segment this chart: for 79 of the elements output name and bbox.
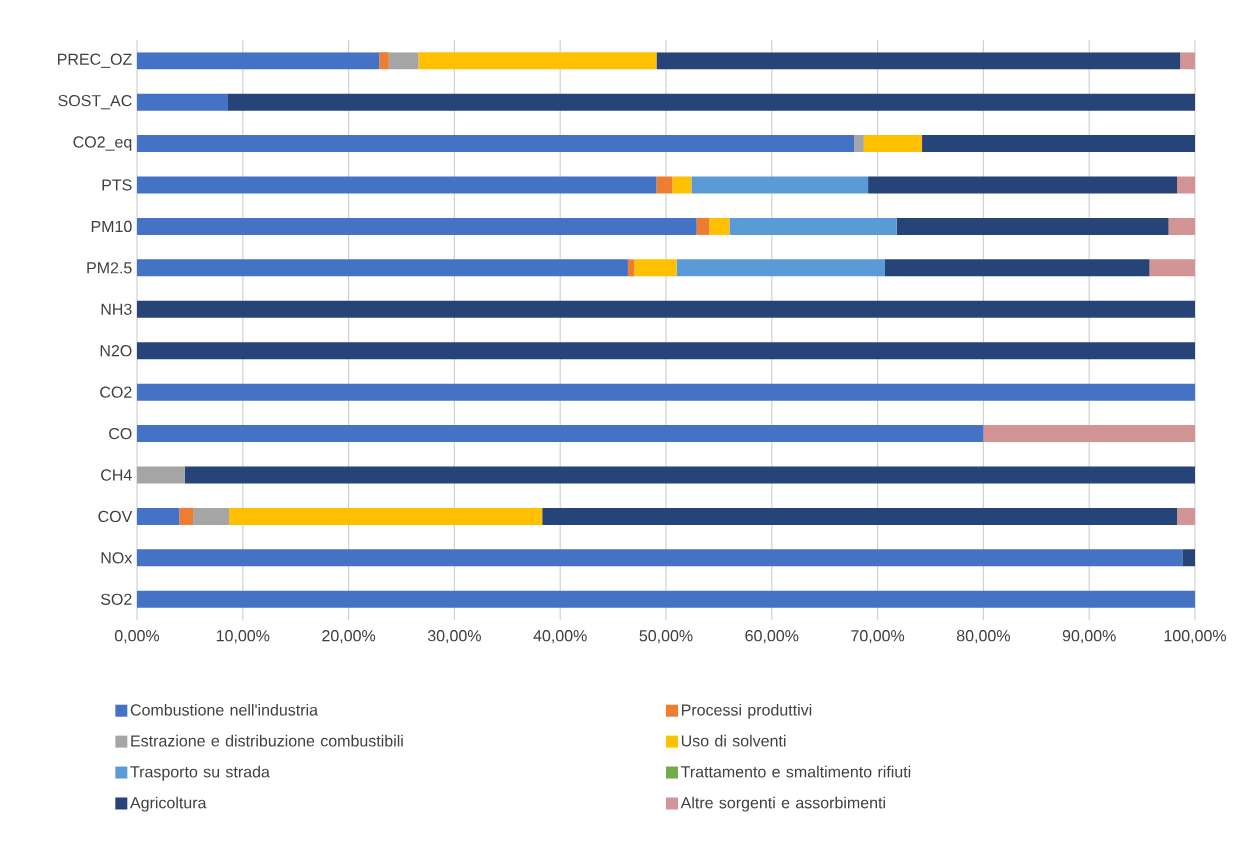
bar [137, 52, 380, 70]
bar [896, 217, 1169, 235]
y-tick-label: SO2 [101, 593, 132, 605]
x-tick-label: 40,00% [533, 630, 587, 644]
bar [379, 52, 389, 70]
bar [542, 507, 1178, 525]
y-tick-label: CO [109, 427, 132, 440]
bar [709, 217, 730, 235]
bar [691, 176, 869, 194]
bar [388, 52, 419, 70]
bar [863, 135, 923, 153]
legend-label: Uso di solventi [681, 734, 786, 747]
bar [193, 507, 230, 525]
bar [137, 590, 1195, 608]
x-tick-label: 100,00% [1164, 630, 1227, 644]
bar [627, 259, 635, 277]
bar [137, 135, 855, 153]
bar [418, 52, 657, 70]
bar [137, 549, 1183, 567]
y-tick-label: CO2 [100, 386, 132, 398]
bar [229, 507, 543, 525]
y-tick-label: PM10 [91, 220, 132, 233]
bar [676, 259, 886, 277]
y-tick-label: PREC_OZ [58, 53, 132, 68]
bar [1177, 176, 1195, 194]
bar [1182, 549, 1195, 567]
legend-label: Processi produttivi [681, 703, 812, 719]
bar [137, 383, 1195, 401]
x-tick-label: 20,00% [322, 630, 376, 644]
bar [656, 52, 1181, 70]
bar [868, 176, 1178, 194]
bar [1177, 507, 1195, 525]
legend-label: Combustione nell'industria [130, 703, 318, 716]
y-tick-label: NH3 [101, 303, 132, 315]
y-tick-label: CO2_eq [73, 136, 132, 151]
bar [137, 342, 1195, 360]
bar [184, 466, 1195, 484]
bar [729, 217, 897, 235]
bar [634, 259, 677, 277]
bar [854, 135, 864, 153]
bar [137, 176, 657, 194]
y-tick-label: N2O [100, 345, 132, 357]
bar [885, 259, 1150, 277]
bar [137, 425, 984, 443]
bar [137, 93, 228, 111]
legend-label: Altre sorgenti e assorbimenti [680, 796, 885, 812]
y-tick-label: PTS [102, 179, 132, 191]
bar [137, 507, 180, 525]
bar [137, 466, 185, 484]
y-tick-label: COV [98, 510, 133, 523]
x-tick-label: 90,00% [1062, 630, 1116, 644]
bar [922, 135, 1195, 153]
bar [672, 176, 692, 194]
x-tick-label: 70,00% [851, 630, 905, 644]
bar [1149, 259, 1195, 277]
bar [137, 259, 628, 277]
y-tick-label: CH4 [101, 469, 132, 481]
bar [227, 93, 1195, 111]
bar [137, 300, 1195, 318]
y-tick-label: SOST_AC [58, 94, 132, 110]
bar [137, 217, 697, 235]
legend-label: Estrazione e distribuzione combustibili [131, 734, 403, 747]
x-tick-label: 0,00% [114, 630, 160, 644]
bar [179, 507, 194, 525]
y-tick-label: NOx [101, 552, 133, 564]
bar [983, 425, 1195, 443]
bar [656, 176, 673, 194]
x-tick-label: 60,00% [745, 630, 799, 644]
legend-label: Trattamento e smaltimento rifiuti [681, 765, 911, 778]
x-tick-label: 80,00% [956, 630, 1010, 644]
x-tick-label: 30,00% [427, 630, 481, 644]
bar [696, 217, 710, 235]
legend-label: Agricoltura [130, 796, 207, 812]
x-tick-label: 10,00% [216, 630, 270, 644]
y-tick-label: PM2.5 [87, 262, 132, 274]
x-tick-label: 50,00% [639, 630, 693, 644]
bar [1180, 52, 1195, 70]
bar [1168, 217, 1195, 235]
legend-label: Trasporto su strada [130, 765, 270, 781]
